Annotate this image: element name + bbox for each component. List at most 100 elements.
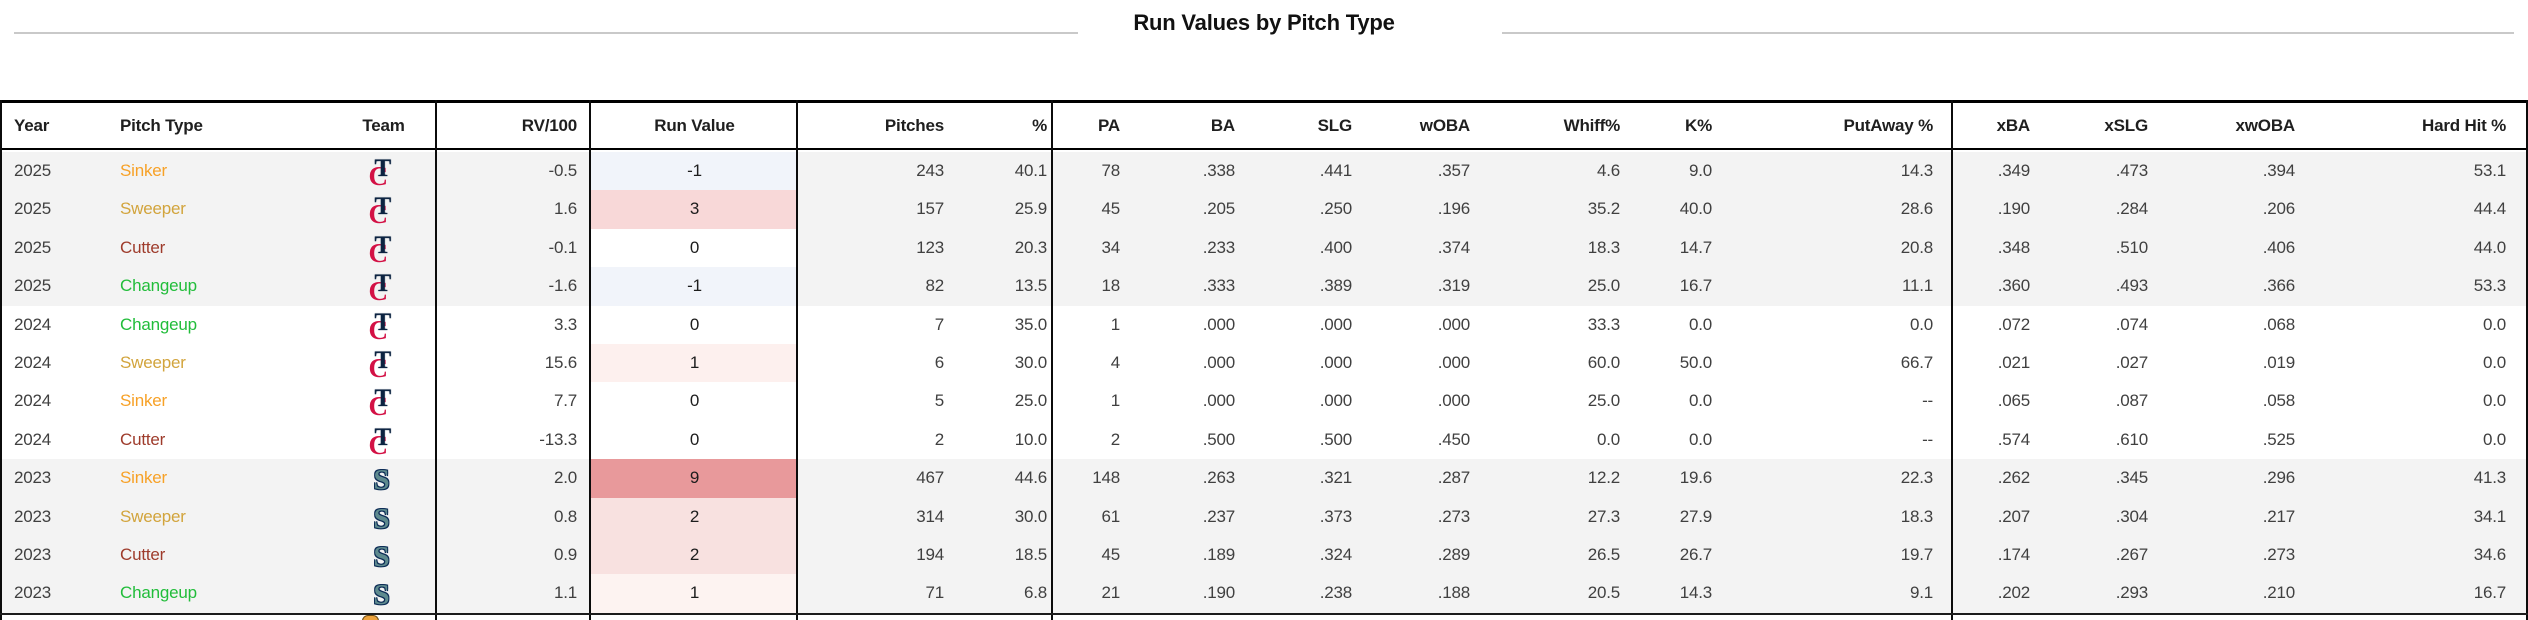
cell-pct: 6.8 — [1023, 583, 1047, 603]
cell-slg: .000 — [1319, 391, 1352, 411]
cell-slg: .324 — [1319, 545, 1352, 565]
table-row: 2024 Sweeper C T 15.6 1 6 30.0 4 .000 .000 .000 60.0… — [0, 344, 2528, 383]
column-header-rv100[interactable]: RV/100 — [521, 116, 577, 135]
cell-slg: .400 — [1319, 237, 1352, 257]
cell-year: 2024 — [14, 429, 52, 449]
cell-woba: .000 — [1437, 391, 1470, 411]
cell-run-value: 3 — [591, 190, 798, 229]
cell-putaway: -- — [1922, 391, 1933, 411]
cell-pitches: 243 — [916, 161, 944, 180]
column-header-pa[interactable]: PA — [1098, 116, 1120, 135]
cell-year: 2025 — [14, 161, 52, 180]
cell-pct: 25.9 — [1014, 199, 1047, 219]
cell-xwoba: .206 — [2262, 199, 2295, 219]
column-header-ba[interactable]: BA — [1210, 116, 1235, 135]
table-row: 2023 Cutter S 0.9 2 194 18.5 45 .189 .324 .289 26.5… — [0, 536, 2528, 575]
cell-pa: 34 — [1101, 237, 1120, 257]
cell-xba: .348 — [1997, 237, 2030, 257]
cell-run-value: 0 — [591, 420, 798, 460]
cell-woba: .357 — [1437, 161, 1470, 180]
cell-year: 2024 — [14, 391, 52, 411]
column-header-putaway[interactable]: PutAway % — [1843, 116, 1933, 135]
cell-hardhit: 0.0 — [2482, 353, 2506, 373]
table-row: 2025 Sweeper C T 1.6 3 157 25.9 45 .205 .250 .196 35… — [0, 190, 2528, 229]
cell-hardhit: 41.3 — [2473, 468, 2506, 488]
cell-hardhit: 53.1 — [2473, 161, 2506, 180]
column-header-pitches[interactable]: Pitches — [884, 116, 944, 135]
column-header-xslg[interactable]: xSLG — [2104, 116, 2148, 135]
cell-xslg: .267 — [2115, 545, 2148, 565]
cell-xwoba: .406 — [2262, 237, 2295, 257]
column-header-hardhit[interactable]: Hard Hit % — [2422, 116, 2506, 135]
column-header-whiff[interactable]: Whiff% — [1563, 116, 1621, 135]
cell-run-value: 2 — [591, 497, 798, 537]
divider-putaway-xba — [1951, 100, 1953, 620]
cell-putaway: 19.7 — [1900, 545, 1933, 565]
cell-pa: 1 — [1110, 391, 1120, 411]
cell-putaway: 66.7 — [1900, 353, 1933, 373]
cell-ba: .233 — [1202, 237, 1235, 257]
column-header-xwoba[interactable]: xwOBA — [2235, 116, 2296, 135]
cell-year: 2025 — [14, 199, 52, 219]
table-row: 2023 Changeup S 1.1 1 71 6.8 21 .190 .238 .188 20.5… — [0, 574, 2528, 613]
table-bottom-rule — [0, 613, 2528, 615]
cell-pa: 61 — [1101, 506, 1120, 526]
cell-pitches: 6 — [934, 353, 944, 373]
cell-pct: 13.5 — [1014, 276, 1047, 296]
column-header-run-value[interactable]: Run Value — [654, 116, 735, 135]
cell-pitches: 123 — [916, 237, 944, 257]
cell-xslg: .027 — [2115, 353, 2148, 373]
title-rule-left — [14, 32, 1078, 34]
cell-xwoba: .019 — [2262, 353, 2295, 373]
cell-pa: 148 — [1092, 468, 1120, 488]
column-header-pct[interactable]: % — [1032, 116, 1047, 135]
cell-pitches: 7 — [934, 314, 944, 334]
cell-rv100: 1.1 — [553, 583, 577, 603]
cell-xwoba: .366 — [2262, 276, 2295, 296]
cell-slg: .238 — [1319, 583, 1352, 603]
column-header-year[interactable]: Year — [14, 116, 50, 135]
cell-pa: 45 — [1101, 545, 1120, 565]
column-header-k[interactable]: K% — [1685, 116, 1712, 135]
cell-ba: .189 — [1202, 545, 1235, 565]
column-header-pitch-type[interactable]: Pitch Type — [120, 116, 203, 135]
cell-pct: 30.0 — [1014, 506, 1047, 526]
cell-putaway: 9.1 — [1909, 583, 1933, 603]
page-title: Run Values by Pitch Type — [1133, 10, 1395, 35]
cell-year: 2023 — [14, 545, 52, 565]
cell-pct: 10.0 — [1014, 429, 1047, 449]
cell-xba: .190 — [1997, 199, 2030, 219]
cell-whiff: 18.3 — [1587, 237, 1620, 257]
cell-slg: .389 — [1319, 276, 1352, 296]
column-header-xba[interactable]: xBA — [1996, 116, 2031, 135]
cell-pitch-type: Cutter — [120, 237, 166, 257]
cell-whiff: 35.2 — [1587, 199, 1620, 219]
mariners-logo: S — [373, 464, 390, 497]
column-header-woba[interactable]: wOBA — [1419, 116, 1470, 135]
cell-whiff: 60.0 — [1587, 353, 1620, 373]
cell-xba: .021 — [1997, 353, 2030, 373]
cell-year: 2025 — [14, 276, 52, 296]
cell-whiff: 4.6 — [1596, 161, 1620, 180]
cell-team: S — [330, 498, 437, 536]
title-rule-right — [1502, 32, 2514, 34]
cell-rv100: 1.6 — [553, 199, 577, 219]
table-header-row: Year Pitch Type Team RV/100 Run Value Pitches… — [0, 103, 2528, 150]
cell-hardhit: 16.7 — [2473, 583, 2506, 603]
cell-whiff: 20.5 — [1587, 583, 1620, 603]
cell-pct: 25.0 — [1014, 391, 1047, 411]
cell-run-value: 0 — [591, 228, 798, 268]
column-header-slg[interactable]: SLG — [1317, 116, 1353, 135]
cell-ba: .338 — [1202, 161, 1235, 180]
column-header-team[interactable]: Team — [362, 116, 405, 135]
cell-year: 2024 — [14, 353, 52, 373]
table-row: 2025 Sinker C T -0.5 -1 243 40.1 78 .338 .441 .357 4… — [0, 152, 2528, 191]
cell-slg: .321 — [1319, 468, 1352, 488]
cell-woba: .374 — [1437, 237, 1470, 257]
